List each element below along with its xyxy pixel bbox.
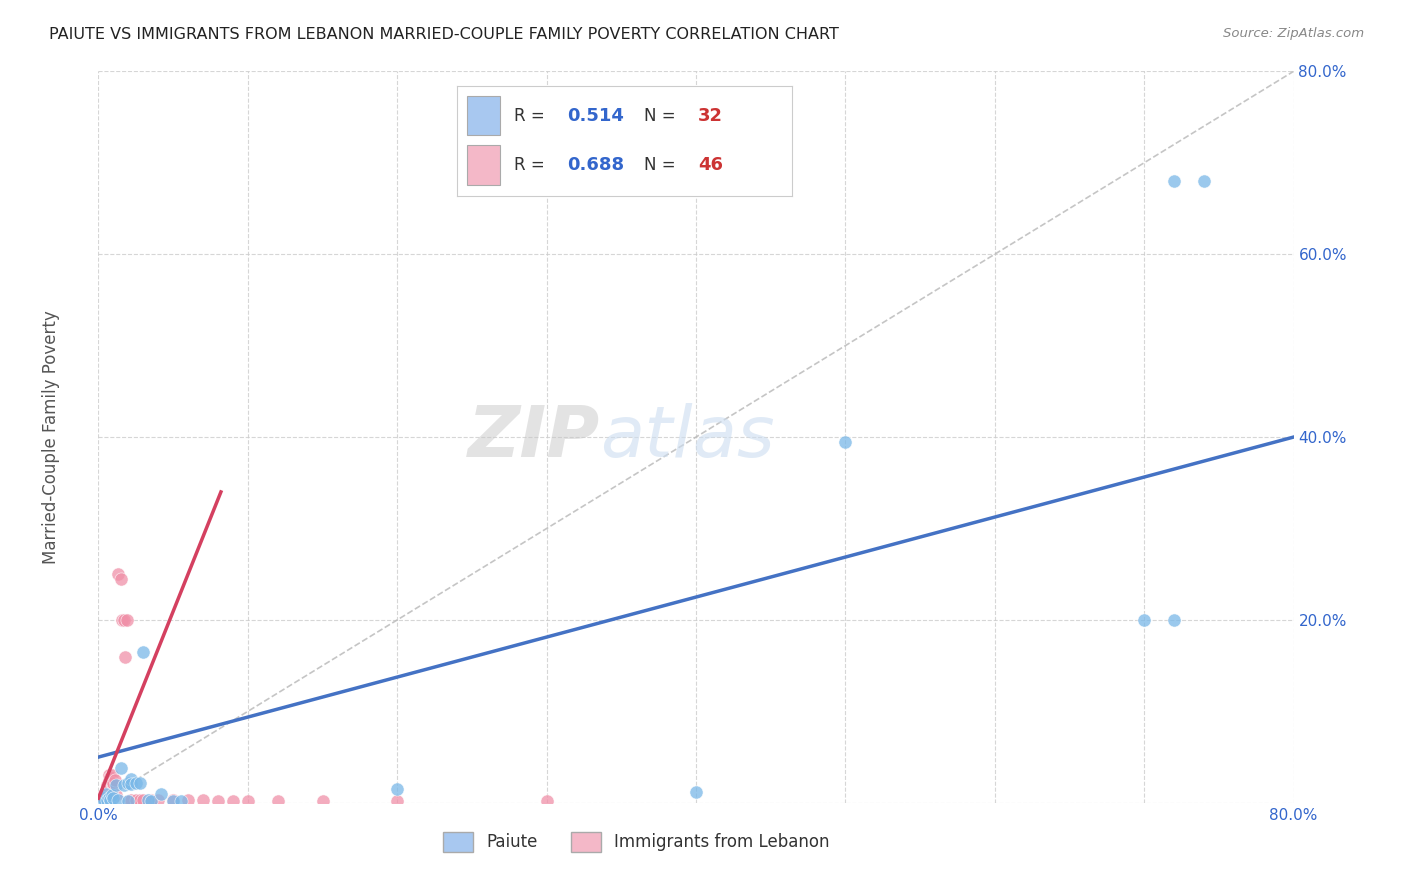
Point — [120, 776, 142, 790]
Point — [117, 775, 139, 789]
Point — [93, 794, 115, 808]
Point — [101, 775, 124, 789]
Point — [110, 572, 132, 586]
Point — [103, 775, 125, 789]
Point — [207, 794, 229, 808]
Point — [97, 772, 120, 787]
Point — [94, 787, 117, 801]
Point — [89, 794, 111, 808]
Point — [222, 794, 245, 808]
Point — [129, 793, 152, 807]
Point — [91, 794, 114, 808]
Point — [191, 793, 214, 807]
Text: Married-Couple Family Poverty: Married-Couple Family Poverty — [42, 310, 59, 564]
Point — [162, 793, 184, 807]
Point — [125, 793, 148, 807]
Point — [107, 793, 129, 807]
Point — [96, 793, 118, 807]
Point — [267, 794, 290, 808]
Point — [105, 778, 128, 792]
Point — [101, 789, 124, 803]
Point — [120, 793, 142, 807]
Point — [96, 789, 118, 803]
Point — [139, 794, 162, 808]
Point — [89, 795, 111, 809]
Point — [98, 770, 122, 784]
Point — [1133, 613, 1156, 627]
Point — [114, 649, 136, 664]
Point — [115, 613, 138, 627]
Point — [112, 613, 135, 627]
Point — [111, 613, 134, 627]
Point — [136, 793, 159, 807]
Point — [169, 794, 191, 808]
Point — [117, 794, 139, 808]
Point — [1163, 174, 1185, 188]
Point — [90, 795, 112, 809]
Legend: Paiute, Immigrants from Lebanon: Paiute, Immigrants from Lebanon — [434, 823, 838, 860]
Point — [834, 434, 856, 449]
Point — [89, 794, 111, 808]
Point — [98, 793, 122, 807]
Point — [118, 794, 141, 808]
Point — [97, 791, 120, 805]
Text: PAIUTE VS IMMIGRANTS FROM LEBANON MARRIED-COUPLE FAMILY POVERTY CORRELATION CHAR: PAIUTE VS IMMIGRANTS FROM LEBANON MARRIE… — [49, 27, 839, 42]
Point — [105, 789, 128, 803]
Point — [132, 645, 155, 659]
Point — [90, 793, 112, 807]
Point — [93, 787, 115, 801]
Text: atlas: atlas — [600, 402, 775, 472]
Point — [150, 787, 173, 801]
Point — [129, 775, 152, 789]
Point — [132, 793, 155, 807]
Point — [236, 794, 259, 808]
Point — [101, 768, 124, 782]
Point — [110, 761, 132, 775]
Point — [94, 793, 117, 807]
Text: ZIP: ZIP — [468, 402, 600, 472]
Point — [385, 782, 409, 797]
Point — [177, 793, 200, 807]
Point — [685, 785, 707, 799]
Point — [93, 794, 115, 808]
Point — [91, 791, 114, 805]
Point — [104, 772, 127, 787]
Point — [125, 775, 148, 789]
Point — [94, 785, 117, 799]
Point — [311, 794, 333, 808]
Point — [90, 795, 112, 809]
Point — [91, 791, 114, 805]
Point — [1163, 613, 1185, 627]
Point — [112, 778, 135, 792]
Point — [98, 778, 122, 792]
Point — [148, 793, 170, 807]
Point — [162, 794, 184, 808]
Point — [96, 778, 118, 792]
Point — [97, 768, 120, 782]
Point — [385, 794, 409, 808]
Point — [103, 791, 125, 805]
Point — [536, 794, 558, 808]
Point — [120, 772, 142, 786]
Point — [103, 778, 125, 792]
Point — [107, 567, 129, 582]
Point — [1192, 174, 1215, 188]
Point — [139, 793, 162, 807]
Point — [117, 794, 139, 808]
Text: Source: ZipAtlas.com: Source: ZipAtlas.com — [1223, 27, 1364, 40]
